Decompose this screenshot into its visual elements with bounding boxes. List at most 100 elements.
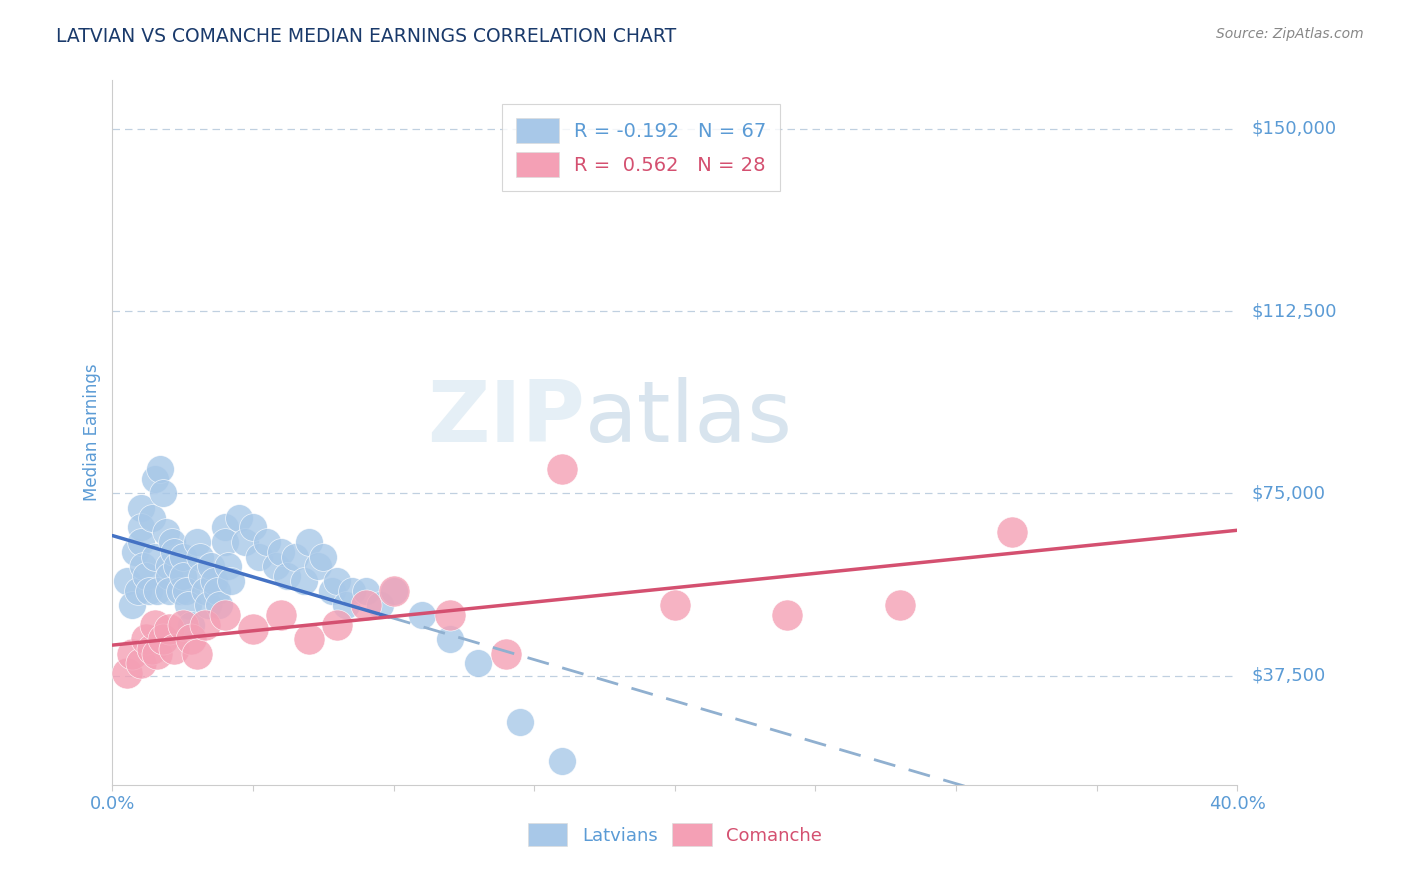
- Point: [157, 623, 180, 637]
- Point: [197, 598, 219, 612]
- Point: [889, 598, 911, 612]
- Point: [121, 598, 143, 612]
- Point: [298, 535, 321, 549]
- Point: [129, 500, 152, 515]
- Legend: Latvians, Comanche: Latvians, Comanche: [520, 816, 830, 854]
- Point: [194, 583, 217, 598]
- Point: [354, 598, 377, 612]
- Point: [217, 559, 239, 574]
- Point: [127, 583, 149, 598]
- Point: [335, 598, 357, 612]
- Point: [146, 583, 169, 598]
- Point: [467, 657, 489, 671]
- Point: [228, 510, 250, 524]
- Point: [205, 583, 228, 598]
- Point: [169, 583, 191, 598]
- Point: [214, 520, 236, 534]
- Point: [157, 583, 180, 598]
- Point: [143, 617, 166, 632]
- Point: [141, 641, 163, 656]
- Point: [180, 632, 202, 647]
- Point: [298, 632, 321, 647]
- Point: [115, 574, 138, 588]
- Point: [155, 525, 177, 540]
- Point: [664, 598, 686, 612]
- Point: [382, 583, 405, 598]
- Point: [186, 535, 208, 549]
- Point: [129, 657, 152, 671]
- Point: [354, 583, 377, 598]
- Point: [551, 462, 574, 476]
- Point: [284, 549, 307, 564]
- Point: [208, 598, 231, 612]
- Point: [233, 535, 256, 549]
- Point: [368, 598, 391, 612]
- Point: [439, 607, 461, 622]
- Point: [166, 559, 188, 574]
- Point: [194, 617, 217, 632]
- Point: [551, 754, 574, 768]
- Point: [188, 549, 211, 564]
- Point: [115, 666, 138, 681]
- Point: [172, 569, 194, 583]
- Point: [172, 549, 194, 564]
- Point: [132, 559, 155, 574]
- Point: [138, 583, 160, 598]
- Text: Source: ZipAtlas.com: Source: ZipAtlas.com: [1216, 27, 1364, 41]
- Point: [174, 583, 197, 598]
- Point: [157, 569, 180, 583]
- Text: LATVIAN VS COMANCHE MEDIAN EARNINGS CORRELATION CHART: LATVIAN VS COMANCHE MEDIAN EARNINGS CORR…: [56, 27, 676, 45]
- Point: [143, 472, 166, 486]
- Point: [143, 549, 166, 564]
- Point: [149, 462, 172, 476]
- Text: $37,500: $37,500: [1251, 666, 1326, 685]
- Point: [219, 574, 242, 588]
- Point: [214, 607, 236, 622]
- Point: [495, 647, 517, 661]
- Point: [439, 632, 461, 647]
- Point: [292, 574, 315, 588]
- Text: $150,000: $150,000: [1251, 120, 1337, 138]
- Point: [264, 559, 287, 574]
- Point: [163, 641, 186, 656]
- Point: [177, 598, 200, 612]
- Point: [312, 549, 335, 564]
- Point: [124, 544, 146, 558]
- Point: [326, 617, 349, 632]
- Point: [276, 569, 298, 583]
- Point: [411, 607, 433, 622]
- Point: [200, 559, 222, 574]
- Point: [152, 486, 174, 500]
- Point: [186, 647, 208, 661]
- Text: atlas: atlas: [585, 377, 793, 460]
- Point: [326, 574, 349, 588]
- Y-axis label: Median Earnings: Median Earnings: [83, 364, 101, 501]
- Text: $112,500: $112,500: [1251, 302, 1337, 320]
- Point: [160, 535, 183, 549]
- Point: [129, 535, 152, 549]
- Point: [509, 714, 531, 729]
- Point: [776, 607, 799, 622]
- Point: [129, 520, 152, 534]
- Point: [270, 607, 292, 622]
- Point: [382, 583, 405, 598]
- Point: [191, 569, 214, 583]
- Point: [242, 520, 264, 534]
- Point: [307, 559, 329, 574]
- Point: [256, 535, 278, 549]
- Point: [180, 617, 202, 632]
- Point: [152, 632, 174, 647]
- Point: [247, 549, 270, 564]
- Point: [146, 647, 169, 661]
- Point: [1001, 525, 1024, 540]
- Point: [135, 569, 157, 583]
- Point: [340, 583, 363, 598]
- Point: [157, 559, 180, 574]
- Point: [135, 632, 157, 647]
- Point: [121, 647, 143, 661]
- Point: [163, 544, 186, 558]
- Point: [202, 574, 225, 588]
- Point: [242, 623, 264, 637]
- Text: $75,000: $75,000: [1251, 484, 1326, 502]
- Point: [214, 535, 236, 549]
